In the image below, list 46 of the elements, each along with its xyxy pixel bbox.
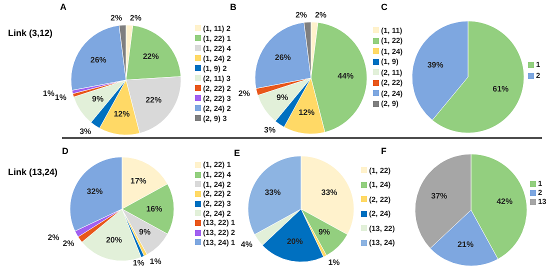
data-label: 61% xyxy=(492,84,509,94)
data-label: 32% xyxy=(86,187,103,196)
chart-title: A xyxy=(60,2,66,12)
data-label: 2% xyxy=(110,14,122,23)
data-label: 20% xyxy=(286,236,303,246)
data-label: 9% xyxy=(92,94,104,104)
data-label: 3% xyxy=(264,126,276,135)
data-label: 1% xyxy=(150,257,162,266)
data-label: 20% xyxy=(106,236,122,245)
data-label: 2% xyxy=(238,89,250,98)
data-label: 22% xyxy=(146,96,162,105)
text: Link (13,24) xyxy=(8,167,58,177)
data-label: 33% xyxy=(264,188,281,197)
data-label: 9% xyxy=(318,228,330,237)
data-label: 22% xyxy=(142,52,159,62)
data-label: 1% xyxy=(42,89,54,98)
data-label: 2% xyxy=(130,14,142,23)
chart-title: D xyxy=(62,146,68,156)
data-label: 44% xyxy=(338,71,354,80)
data-label: 26% xyxy=(274,53,291,62)
data-label: 2% xyxy=(295,10,308,20)
data-label: 1% xyxy=(54,92,66,102)
text: Link (3,12) xyxy=(8,28,53,38)
chart-title: F xyxy=(381,146,386,156)
data-label: 16% xyxy=(146,204,162,214)
data-label: 3% xyxy=(80,126,92,136)
data-label: 2% xyxy=(62,239,74,248)
data-label: 1% xyxy=(132,258,144,268)
data-label: 17% xyxy=(130,176,146,186)
data-label: 2% xyxy=(314,10,327,20)
data-label: 39% xyxy=(427,60,444,70)
chart-title: B xyxy=(230,2,236,12)
data-label: 33% xyxy=(321,188,338,197)
data-label: 9% xyxy=(139,227,151,236)
chart-title: C xyxy=(381,2,388,12)
data-label: 2% xyxy=(48,232,60,242)
data-label: 4% xyxy=(240,240,252,249)
data-label: 42% xyxy=(496,196,513,206)
data-label: 26% xyxy=(90,55,106,64)
chart-title: E xyxy=(234,148,240,158)
data-label: 1% xyxy=(328,258,340,267)
data-label: 12% xyxy=(114,109,130,118)
data-label: 37% xyxy=(431,192,448,201)
data-label: 12% xyxy=(298,108,315,117)
data-label: 9% xyxy=(276,93,288,102)
data-label: 21% xyxy=(458,240,474,249)
